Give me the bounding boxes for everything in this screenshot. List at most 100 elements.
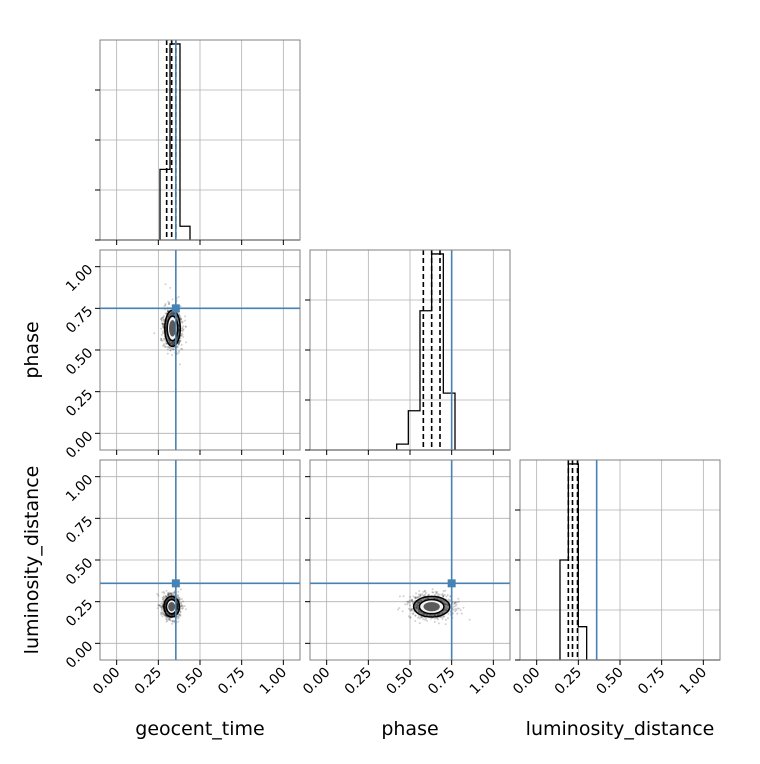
scatter-point bbox=[178, 598, 181, 601]
scatter-point bbox=[162, 324, 165, 327]
scatter-point bbox=[432, 591, 435, 594]
scatter-point bbox=[172, 348, 175, 351]
scatter-point bbox=[415, 592, 418, 595]
scatter-point bbox=[164, 304, 167, 307]
scatter-point bbox=[179, 316, 182, 319]
scatter-point bbox=[177, 351, 180, 354]
scatter-point bbox=[181, 330, 184, 333]
scatter-point bbox=[401, 610, 404, 613]
scatter-point bbox=[161, 598, 164, 601]
scatter-point bbox=[163, 597, 166, 600]
scatter-point bbox=[161, 611, 164, 614]
y-axis-label: luminosity_distance bbox=[21, 466, 43, 655]
scatter-point bbox=[168, 594, 171, 597]
scatter-point bbox=[423, 589, 426, 592]
scatter-point bbox=[162, 326, 165, 329]
scatter-point bbox=[177, 594, 180, 597]
scatter-point bbox=[419, 593, 422, 596]
histogram-step bbox=[559, 463, 588, 660]
scatter-point bbox=[157, 604, 160, 607]
scatter-point bbox=[167, 593, 170, 596]
scatter-point bbox=[455, 601, 458, 604]
scatter-point bbox=[431, 588, 434, 591]
scatter-point bbox=[457, 597, 460, 600]
scatter-point bbox=[162, 612, 165, 615]
scatter-point bbox=[159, 339, 162, 342]
scatter-point bbox=[179, 315, 182, 318]
x-tick-label: 0.00 bbox=[510, 665, 543, 698]
scatter-point bbox=[160, 337, 163, 340]
scatter-point bbox=[164, 595, 167, 598]
scatter-point bbox=[418, 622, 421, 625]
scatter-point bbox=[169, 349, 172, 352]
scatter-point bbox=[176, 615, 179, 618]
scatter-point bbox=[160, 317, 163, 320]
scatter-point bbox=[442, 615, 445, 618]
scatter-point bbox=[156, 607, 159, 610]
scatter-point bbox=[167, 593, 170, 596]
scatter-point bbox=[163, 337, 166, 340]
scatter-point bbox=[419, 594, 422, 597]
scatter-point bbox=[417, 616, 420, 619]
scatter-point bbox=[409, 616, 412, 619]
scatter-point bbox=[166, 352, 169, 355]
scatter-point bbox=[446, 617, 449, 620]
scatter-point bbox=[437, 622, 440, 625]
scatter-point bbox=[411, 598, 414, 601]
scatter-point bbox=[442, 595, 445, 598]
scatter-point bbox=[164, 283, 167, 286]
scatter-point bbox=[446, 593, 449, 596]
scatter-point bbox=[162, 323, 165, 326]
scatter-point bbox=[160, 607, 163, 610]
contour-outer bbox=[412, 595, 451, 618]
scatter-point bbox=[422, 618, 425, 621]
scatter-point bbox=[444, 623, 447, 626]
scatter-point bbox=[160, 613, 163, 616]
scatter-point bbox=[160, 605, 163, 608]
scatter-point bbox=[161, 602, 164, 605]
scatter-point bbox=[181, 320, 184, 323]
scatter-point bbox=[180, 598, 183, 601]
scatter-point bbox=[167, 346, 170, 349]
scatter-point bbox=[169, 592, 172, 595]
scatter-point bbox=[417, 593, 420, 596]
scatter-point bbox=[398, 606, 401, 609]
scatter-point bbox=[434, 590, 437, 593]
scatter-point bbox=[407, 615, 410, 618]
scatter-point bbox=[159, 606, 162, 609]
x-tick-label: 0.25 bbox=[132, 665, 165, 698]
scatter-point bbox=[170, 592, 173, 595]
scatter-point bbox=[168, 301, 171, 304]
scatter-point bbox=[406, 600, 409, 603]
scatter-point bbox=[454, 610, 457, 613]
scatter-point bbox=[177, 343, 180, 346]
scatter-point bbox=[168, 618, 171, 621]
scatter-point bbox=[408, 601, 411, 604]
x-tick-label: 1.00 bbox=[257, 665, 290, 698]
scatter-point bbox=[442, 595, 445, 598]
scatter-point bbox=[171, 620, 174, 623]
scatter-point bbox=[169, 286, 172, 289]
scatter-point bbox=[177, 617, 180, 620]
scatter-point bbox=[179, 318, 182, 321]
scatter-point bbox=[173, 620, 176, 623]
scatter-point bbox=[179, 317, 182, 320]
scatter-point bbox=[443, 593, 446, 596]
scatter-point bbox=[168, 346, 171, 349]
scatter-point bbox=[181, 333, 184, 336]
scatter-point bbox=[423, 594, 426, 597]
scatter-point bbox=[426, 619, 429, 622]
scatter-point bbox=[447, 598, 450, 601]
y-axis-label: phase bbox=[21, 321, 43, 378]
scatter-point bbox=[427, 593, 430, 596]
scatter-point bbox=[442, 594, 445, 597]
scatter-point bbox=[421, 616, 424, 619]
scatter-point bbox=[182, 325, 185, 328]
scatter-point bbox=[161, 317, 164, 320]
scatter-point bbox=[407, 600, 410, 603]
contour-inner bbox=[418, 598, 445, 615]
scatter-point bbox=[422, 590, 425, 593]
scatter-point bbox=[160, 609, 163, 612]
scatter-point bbox=[177, 615, 180, 618]
scatter-point bbox=[160, 339, 163, 342]
